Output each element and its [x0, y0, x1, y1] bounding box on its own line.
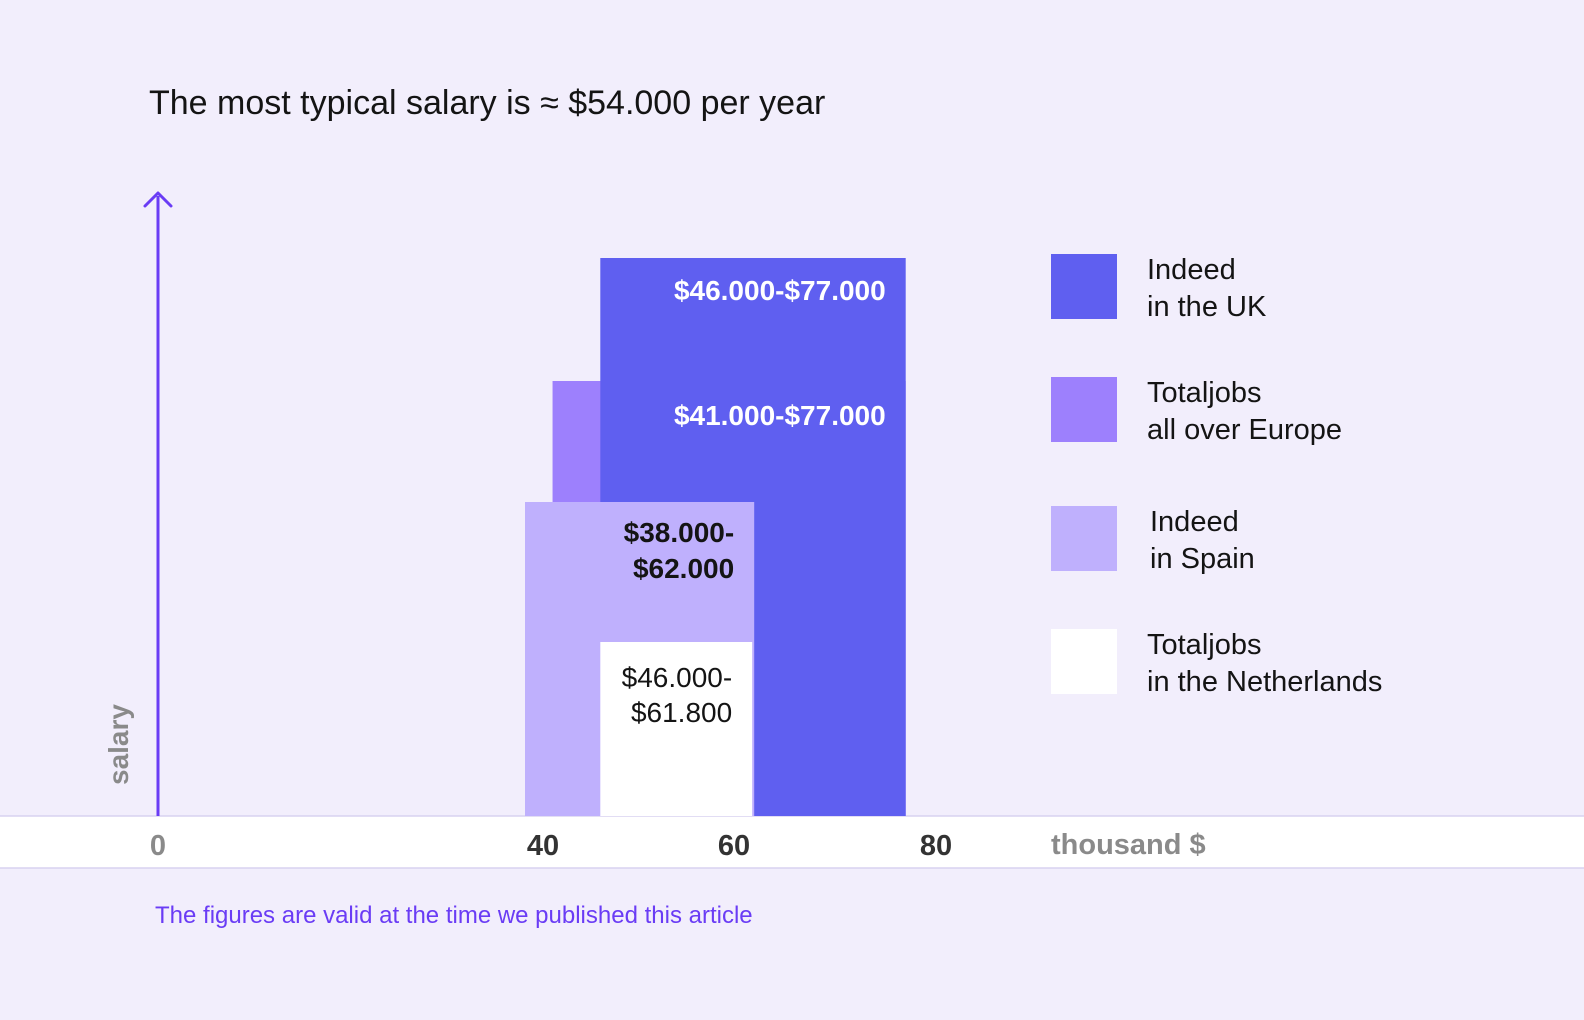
bar-2-value-label: $41.000-$77.000: [674, 400, 886, 431]
bar-4-value-label: $61.800: [631, 697, 732, 728]
x-tick-label: 0: [150, 830, 166, 862]
chart-title: The most typical salary is ≈ $54.000 per…: [149, 84, 826, 122]
legend-swatch-2: [1051, 377, 1117, 442]
x-tick-label: 40: [527, 830, 559, 862]
x-axis-band: [0, 816, 1584, 868]
legend-swatch-4: [1051, 629, 1117, 694]
x-axis-label: thousand $: [1051, 829, 1206, 861]
legend-label-2: all over Europe: [1147, 414, 1342, 446]
legend-label-1: Indeed: [1147, 254, 1236, 286]
legend-label-3: in Spain: [1150, 543, 1255, 575]
legend-label-2: Totaljobs: [1147, 377, 1261, 409]
bar-3-value-label: $62.000: [633, 553, 734, 584]
y-axis-label: salary: [103, 704, 134, 785]
legend-swatch-1: [1051, 254, 1117, 319]
x-tick-label: 60: [718, 830, 750, 862]
legend-label-1: in the UK: [1147, 291, 1267, 323]
bar-3-value-label: $38.000-: [624, 517, 735, 548]
legend-label-3: Indeed: [1150, 506, 1239, 538]
footnote: The figures are valid at the time we pub…: [155, 902, 753, 929]
bar-4: [600, 642, 753, 816]
legend-label-4: Totaljobs: [1147, 629, 1261, 661]
bar-1-value-label: $46.000-$77.000: [674, 275, 886, 306]
y-axis-arrow-icon: [143, 191, 173, 208]
x-tick-label: 80: [920, 830, 952, 862]
legend-label-4: in the Netherlands: [1147, 666, 1382, 698]
legend-swatch-3: [1051, 506, 1117, 571]
bar-4-value-label: $46.000-: [622, 662, 733, 693]
